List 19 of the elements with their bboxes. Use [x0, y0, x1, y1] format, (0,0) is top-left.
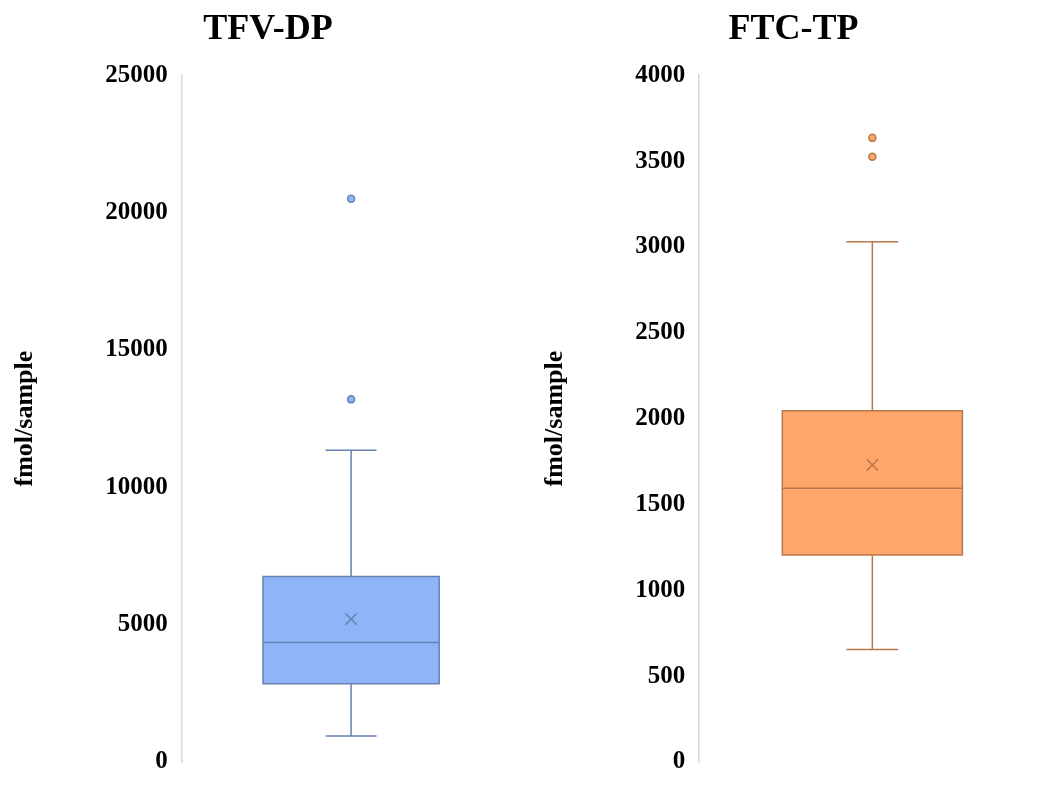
- y-tick-label: 1500: [635, 488, 686, 516]
- y-axis-title: fmol/sample: [539, 350, 569, 487]
- y-tick-label: 10000: [105, 471, 168, 499]
- y-tick-label: 0: [155, 746, 168, 774]
- y-tick-label: 20000: [105, 197, 168, 225]
- chart-title: TFV-DP: [203, 6, 333, 47]
- y-tick-label: 3500: [635, 145, 686, 173]
- y-tick-label: 2000: [635, 403, 686, 431]
- y-tick-label: 2500: [635, 317, 686, 345]
- chart-title: FTC-TP: [728, 6, 859, 47]
- y-tick-label: 5000: [117, 609, 168, 637]
- y-axis-title: fmol/sample: [9, 350, 39, 487]
- y-tick-label: 4000: [635, 59, 686, 87]
- y-tick-label: 3000: [635, 231, 686, 259]
- y-tick-label: 15000: [105, 334, 168, 362]
- y-tick-label: 0: [672, 746, 686, 774]
- y-tick-label: 500: [647, 660, 686, 688]
- y-tick-label: 1000: [635, 574, 686, 602]
- y-tick-label: 25000: [105, 59, 168, 87]
